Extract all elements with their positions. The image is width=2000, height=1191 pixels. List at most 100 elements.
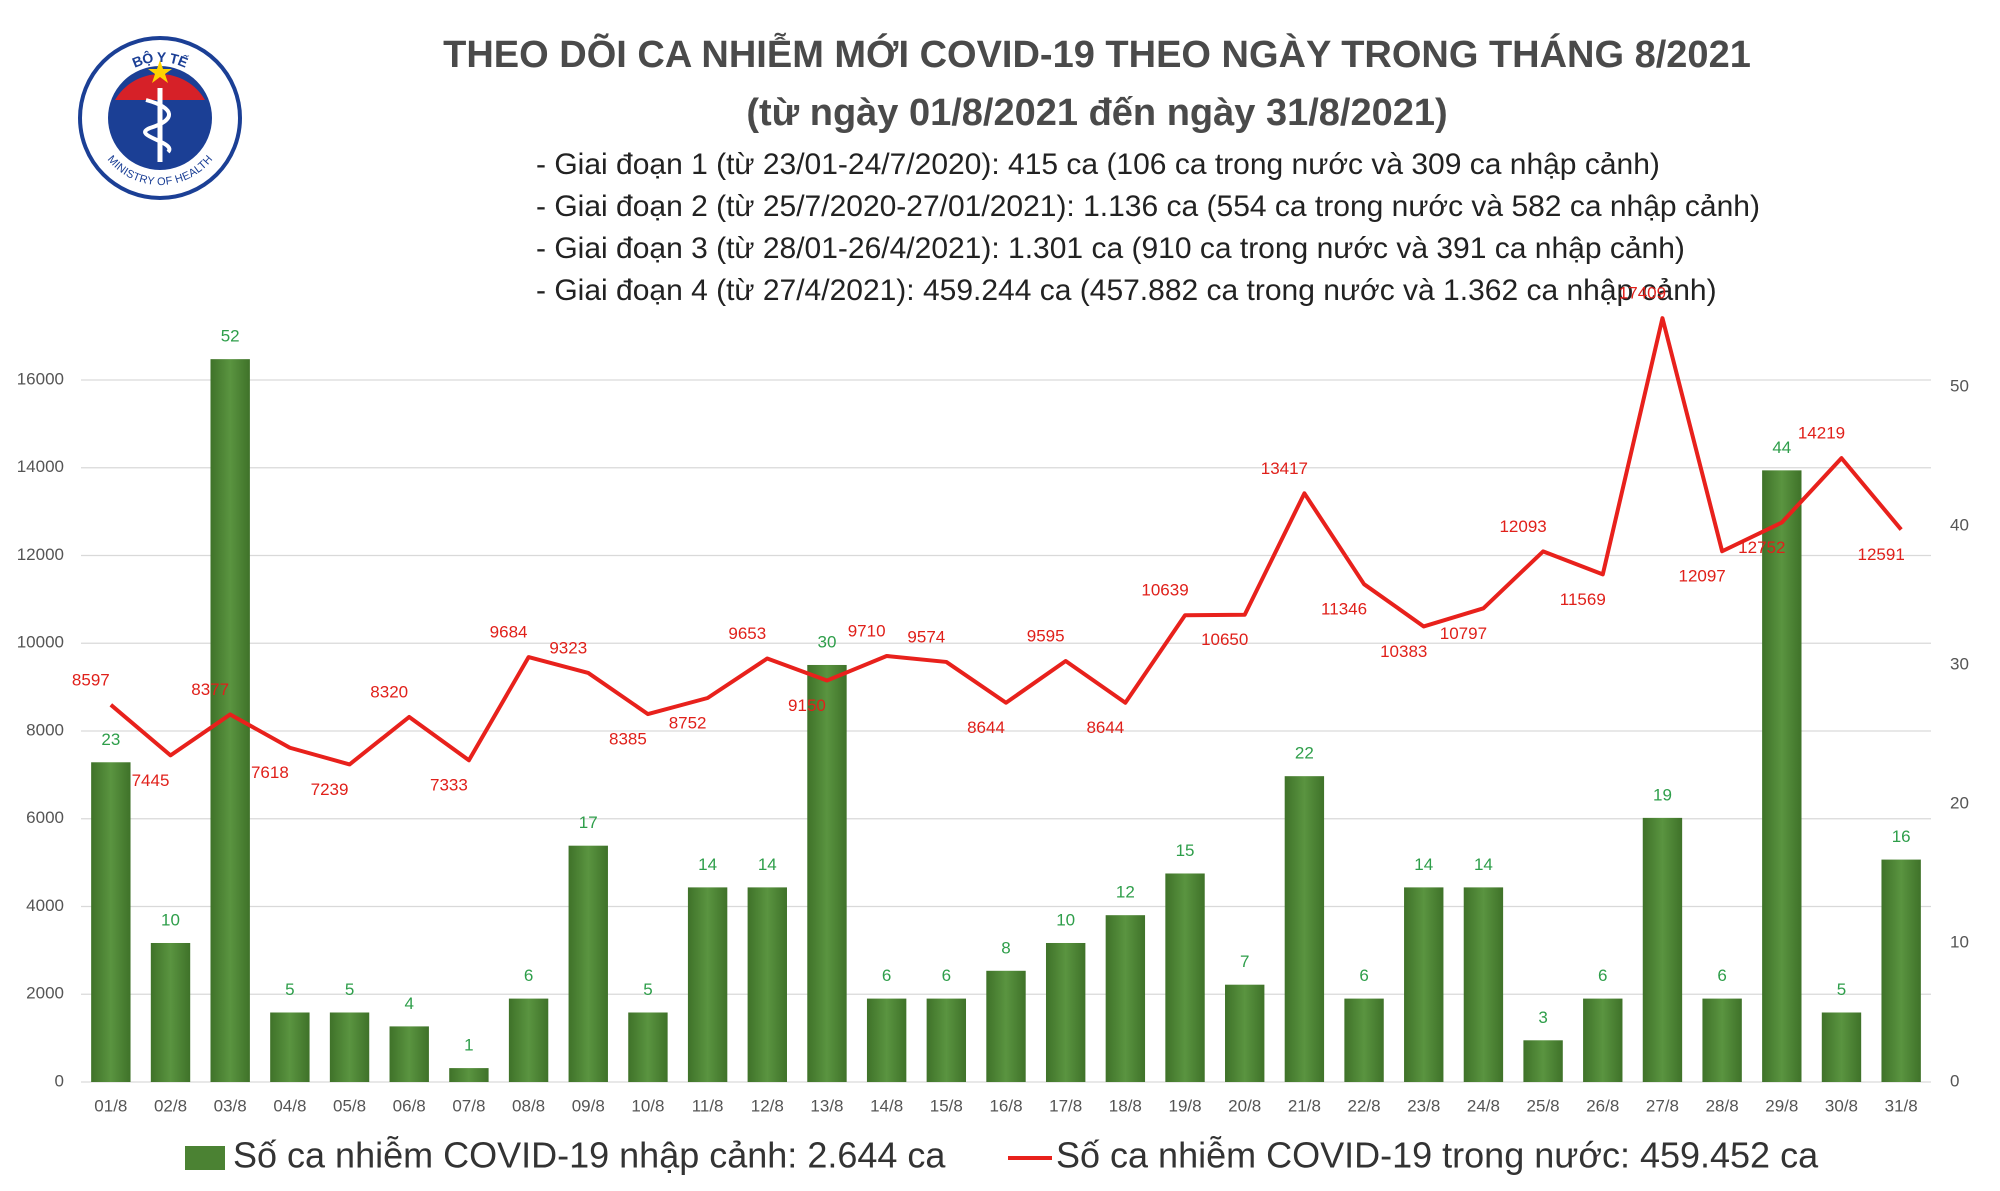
bar [1225,984,1265,1082]
line-value-label: 12097 [1678,567,1725,586]
chart-title: THEO DÕI CA NHIỄM MỚI COVID-19 THEO NGÀY… [443,32,1751,76]
y2-tick-label: 30 [1950,654,1969,673]
bar [1404,887,1444,1082]
bar [1045,942,1086,1082]
bar-value-label: 5 [345,980,354,999]
x-tick-label: 25/8 [1527,1096,1560,1115]
line-value-label: 11569 [1560,590,1606,609]
line-value-label: 12591 [1858,545,1905,564]
chart-subtitle: (từ ngày 01/8/2021 đến ngày 31/8/2021) [746,92,1447,134]
x-tick-label: 07/8 [452,1096,485,1115]
line-value-label: 9653 [728,624,766,643]
bar [508,998,549,1082]
x-tick-label: 29/8 [1765,1096,1798,1115]
x-tick-label: 05/8 [333,1096,366,1115]
bar-value-label: 1 [464,1036,473,1055]
line-value-label: 8377 [191,680,229,699]
logo: BỘ Y TẾ MINISTRY OF HEALTH [78,36,242,200]
bar-value-label: 4 [404,994,413,1013]
bar [568,845,608,1082]
bar [1523,1040,1563,1082]
bar-value-label: 23 [101,730,120,749]
bar-value-label: 16 [1892,827,1911,846]
x-tick-label: 21/8 [1288,1096,1321,1115]
x-tick-label: 16/8 [989,1096,1022,1115]
bar [150,942,191,1082]
y-tick-label: 2000 [26,984,64,1003]
line-value-label: 17409 [1619,284,1666,303]
bar [807,664,847,1082]
x-tick-label: 30/8 [1825,1096,1858,1115]
x-tick-label: 26/8 [1586,1096,1619,1115]
x-tick-label: 31/8 [1885,1096,1918,1115]
y-tick-label: 10000 [17,633,64,652]
x-tick-label: 24/8 [1467,1096,1500,1115]
bar [747,887,787,1082]
legend-label: Số ca nhiễm COVID-19 trong nước: 459.452… [1056,1135,1819,1176]
bar-value-label: 6 [1359,966,1368,985]
bar [270,1012,310,1082]
x-tick-label: 27/8 [1646,1096,1679,1115]
bar-value-label: 17 [579,813,598,832]
y-tick-label: 0 [55,1071,64,1090]
line-value-label: 8385 [609,730,647,749]
line-value-label: 8752 [669,713,707,732]
bar-value-label: 5 [643,980,652,999]
x-tick-label: 06/8 [393,1096,426,1115]
line-value-label: 7445 [132,771,170,790]
legend-label: Số ca nhiễm COVID-19 nhập cảnh: 2.644 ca [233,1135,946,1176]
bar-value-label: 10 [161,910,180,929]
bar-value-label: 52 [221,327,240,346]
line-value-label: 13417 [1261,459,1308,478]
line-value-label: 10383 [1380,642,1427,661]
y2-tick-label: 0 [1950,1071,1959,1090]
bar-value-label: 14 [758,855,777,874]
line-value-label: 9684 [490,623,528,642]
bar-value-label: 6 [882,966,891,985]
y-tick-label: 14000 [17,457,64,476]
bar [1463,887,1504,1082]
line-value-label: 8320 [370,682,408,701]
logo-top-text: BỘ Y TẾ [130,48,191,70]
bar-value-label: 7 [1240,952,1249,971]
bar [1762,470,1802,1082]
bar-value-label: 14 [698,855,717,874]
bar [1881,859,1921,1082]
line-value-label: 7239 [311,780,349,799]
line-value-label: 7618 [251,763,289,782]
line [109,316,1903,767]
line-value-label: 9595 [1027,627,1065,646]
bar [1702,998,1742,1082]
x-tick-label: 09/8 [572,1096,605,1115]
x-tick-label: 08/8 [512,1096,545,1115]
x-tick-label: 19/8 [1168,1096,1201,1115]
bar-value-label: 44 [1772,438,1791,457]
y2-tick-label: 10 [1950,932,1969,951]
bar-value-label: 30 [818,632,837,651]
x-tick-label: 28/8 [1706,1096,1739,1115]
x-tick-label: 20/8 [1228,1096,1261,1115]
x-tick-label: 03/8 [214,1096,247,1115]
line-value-label: 8644 [967,718,1005,737]
bar [1642,817,1683,1082]
bar [1165,873,1205,1082]
x-tick-label: 04/8 [273,1096,306,1115]
line-value-label: 12093 [1499,517,1546,536]
y2-tick-label: 40 [1950,515,1969,534]
bar-value-label: 12 [1116,883,1135,902]
y2-tick-label: 50 [1950,376,1969,395]
x-tick-label: 02/8 [154,1096,187,1115]
y-tick-label: 4000 [26,896,64,915]
bar [389,1026,429,1082]
bar-value-label: 3 [1538,1008,1547,1027]
bar-value-label: 5 [285,980,294,999]
bar-value-label: 6 [1598,966,1607,985]
bar [986,970,1026,1082]
line-value-label: 9710 [848,621,886,640]
line-value-label: 12752 [1738,538,1785,557]
logo-top-text: BỘ Y TẾ [130,48,191,70]
line-value-label: 9323 [549,638,587,657]
bar-value-label: 5 [1837,980,1846,999]
bar-value-label: 6 [524,966,533,985]
